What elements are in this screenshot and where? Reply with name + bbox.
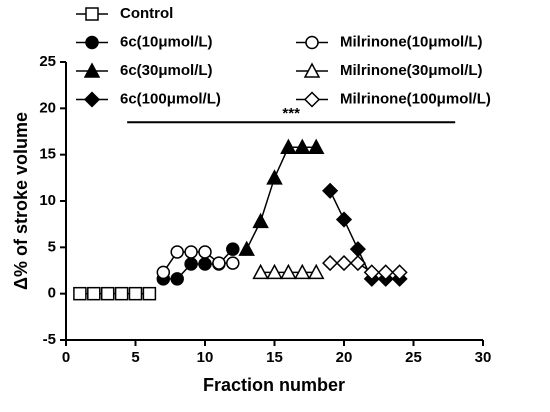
- legend-marker: [303, 62, 321, 78]
- marker: [184, 257, 198, 271]
- legend-label: 6c(10μmol/L): [120, 33, 213, 50]
- marker: [322, 255, 339, 272]
- x-tick-label: 15: [266, 349, 283, 366]
- marker: [114, 286, 129, 301]
- x-tick-label: 0: [62, 349, 70, 366]
- marker: [198, 245, 212, 259]
- marker: [294, 138, 311, 155]
- marker: [252, 263, 269, 280]
- marker: [349, 241, 366, 258]
- y-tick-label: 10: [39, 192, 56, 209]
- legend-marker: [85, 7, 99, 21]
- x-tick-label: 25: [405, 349, 422, 366]
- legend-label: 6c(30μmol/L): [120, 62, 213, 79]
- marker: [170, 245, 184, 259]
- marker: [226, 242, 240, 256]
- marker: [238, 240, 255, 256]
- marker: [73, 286, 87, 301]
- marker: [280, 138, 297, 155]
- marker: [266, 263, 283, 280]
- legend-marker: [85, 35, 99, 50]
- legend-marker: [303, 91, 321, 108]
- x-tick-label: 20: [336, 349, 353, 366]
- marker: [335, 255, 353, 272]
- y-tick-label: -5: [43, 331, 56, 348]
- marker: [280, 263, 297, 280]
- marker: [198, 257, 212, 271]
- marker: [307, 138, 325, 155]
- legend-label: 6c(100μmol/L): [120, 90, 221, 107]
- marker: [307, 263, 325, 280]
- y-tick-label: 25: [39, 53, 56, 70]
- legend-label: Milrinone(100μmol/L): [340, 90, 491, 107]
- marker: [377, 264, 394, 281]
- y-tick-label: 15: [39, 146, 56, 163]
- marker: [87, 286, 101, 301]
- marker: [156, 265, 171, 280]
- marker: [142, 286, 157, 301]
- marker: [170, 272, 184, 286]
- legend-marker: [83, 62, 101, 78]
- legend-marker: [83, 91, 101, 108]
- marker: [294, 263, 311, 280]
- marker: [252, 212, 269, 229]
- marker: [363, 264, 380, 281]
- series-line: [246, 146, 317, 250]
- significance-label: ***: [282, 105, 300, 122]
- marker: [212, 256, 226, 270]
- y-axis-label: Δ% of stroke volume: [11, 112, 31, 290]
- legend-label: Milrinone(30μmol/L): [340, 62, 483, 79]
- x-tick-label: 10: [197, 349, 214, 366]
- marker: [128, 286, 143, 301]
- x-tick-label: 30: [475, 349, 492, 366]
- y-tick-label: 0: [48, 285, 56, 302]
- y-tick-label: 5: [48, 238, 56, 255]
- legend-marker: [305, 35, 319, 50]
- x-axis-label: Fraction number: [203, 375, 345, 395]
- x-tick-label: 5: [131, 349, 139, 366]
- marker: [391, 264, 408, 281]
- marker: [349, 255, 366, 272]
- marker: [100, 286, 115, 301]
- y-tick-label: 20: [39, 99, 56, 116]
- marker: [226, 256, 240, 270]
- legend-label: Milrinone(10μmol/L): [340, 33, 483, 50]
- legend-label: Control: [120, 5, 173, 22]
- marker: [184, 245, 198, 259]
- marker: [322, 182, 339, 199]
- marker: [335, 211, 353, 228]
- marker: [266, 169, 283, 185]
